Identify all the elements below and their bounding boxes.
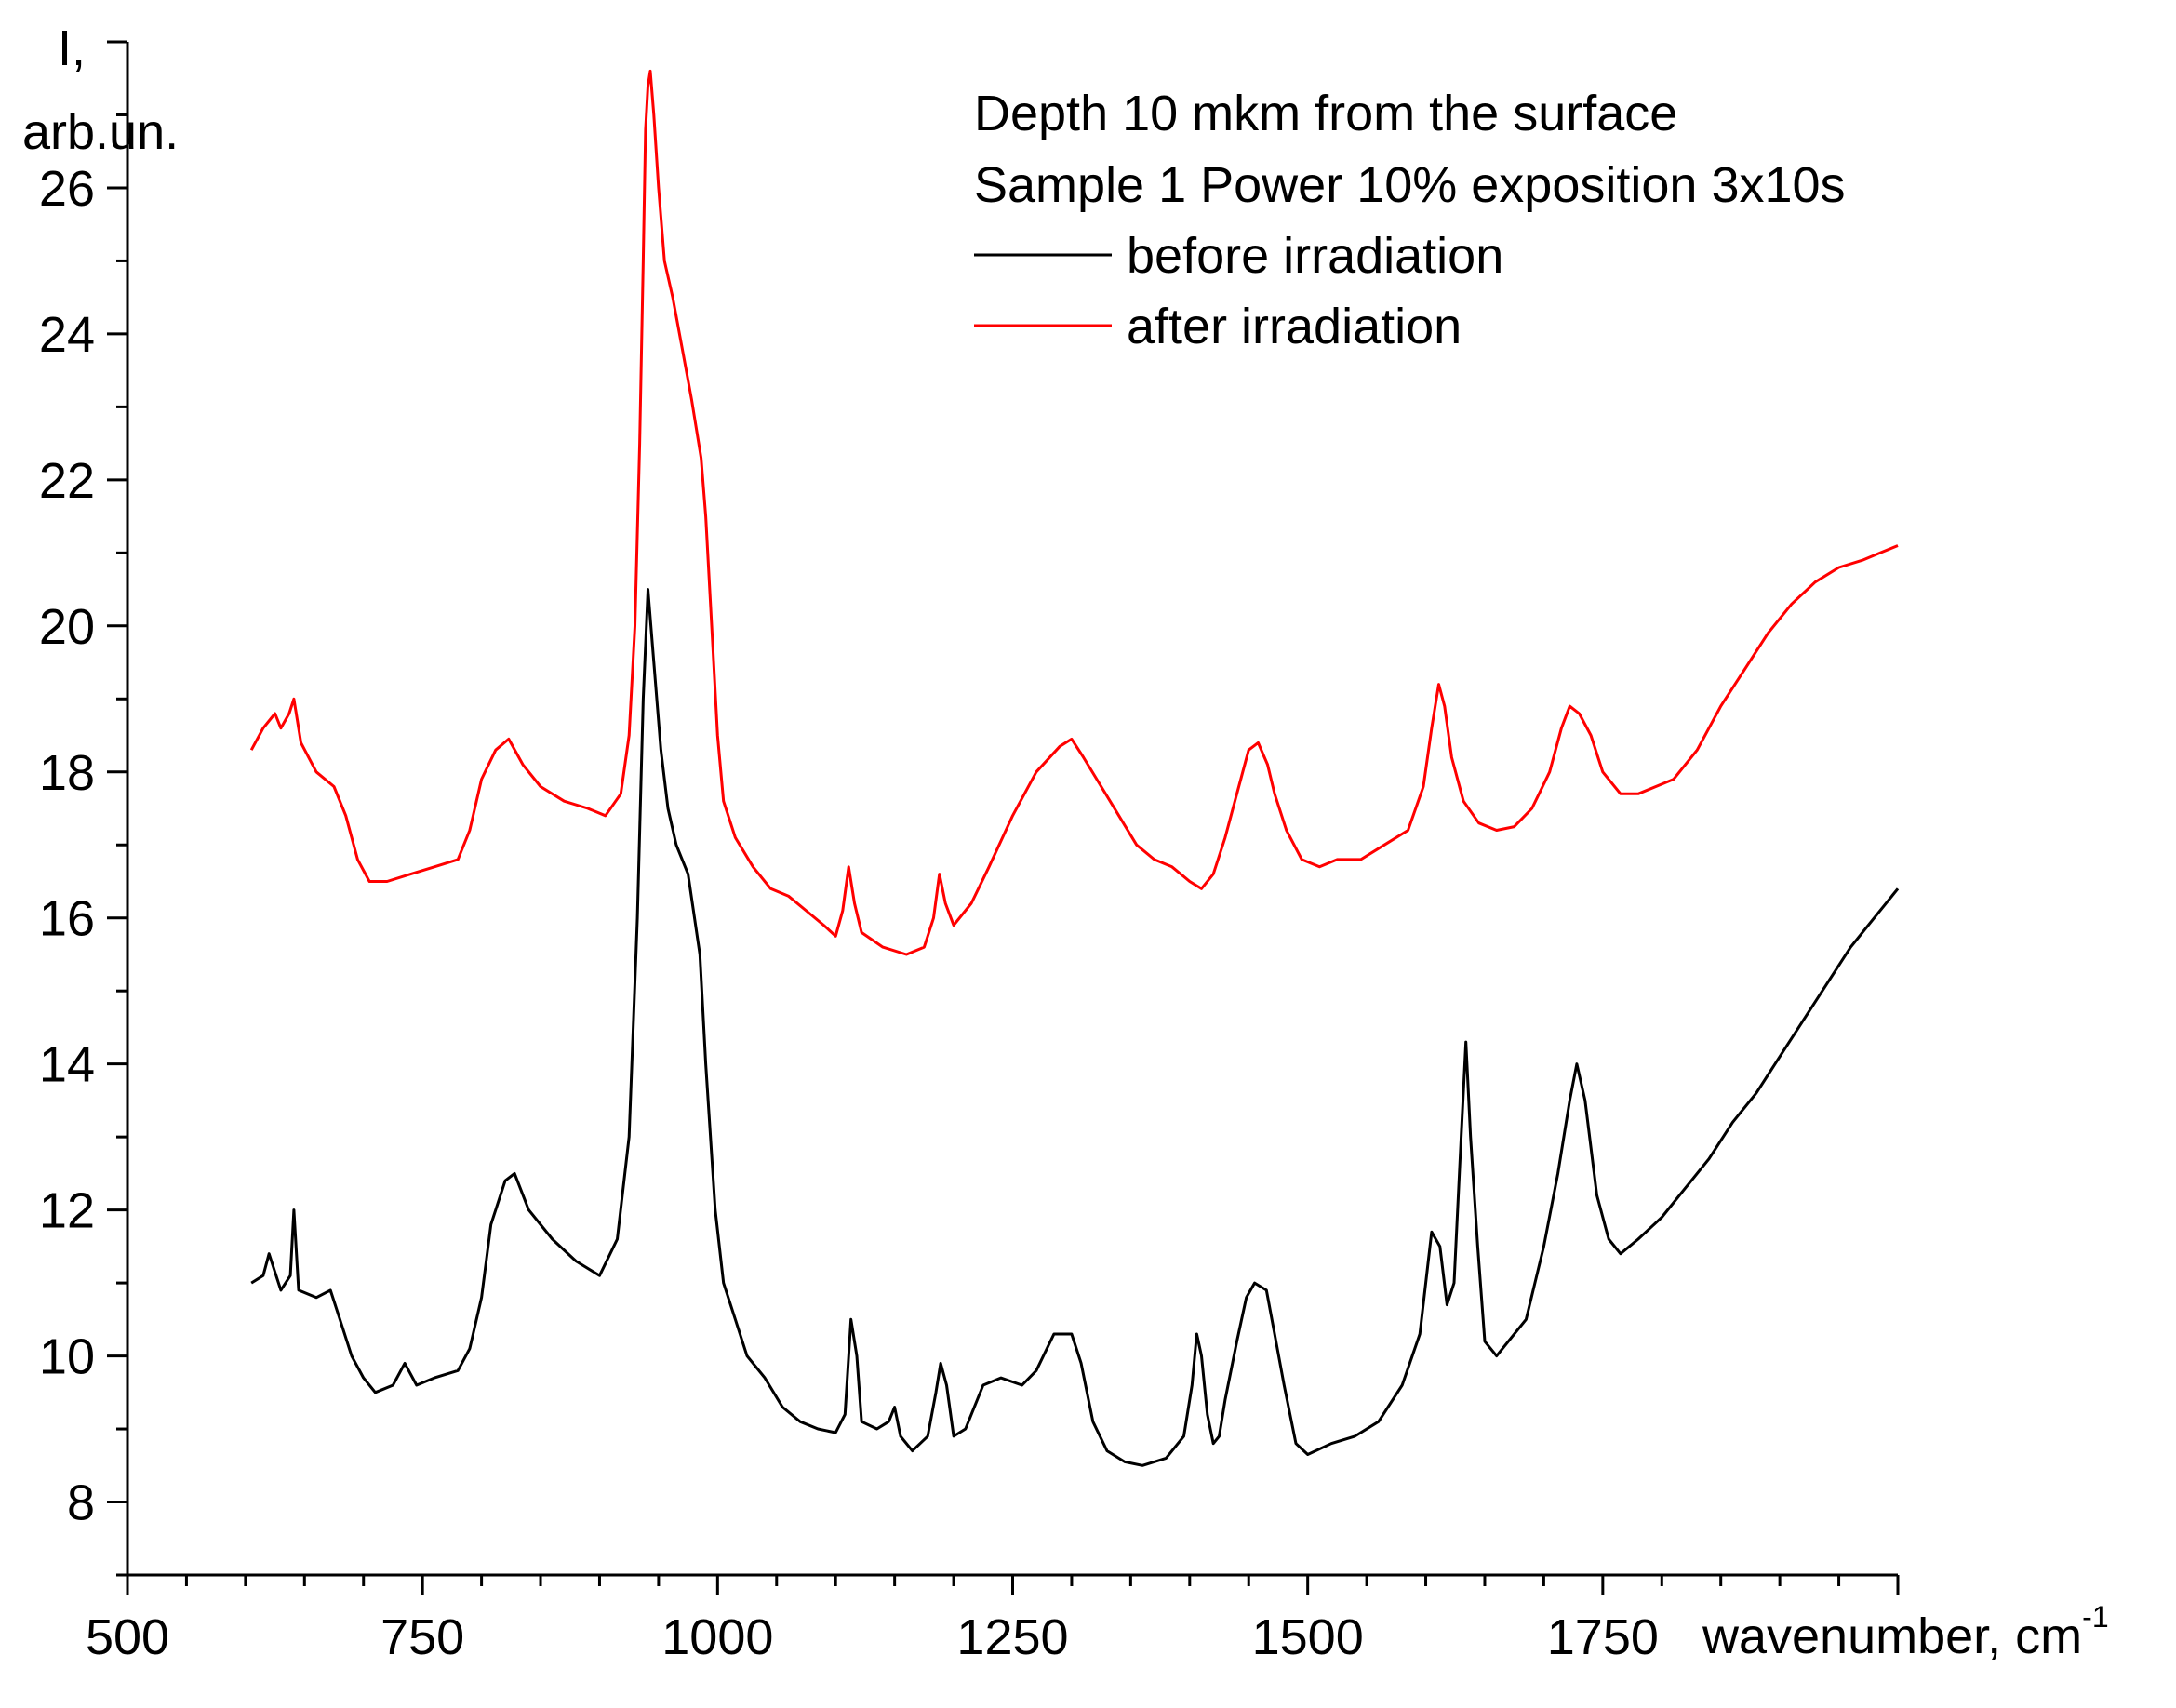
x-tick-label: 1000	[661, 1609, 773, 1665]
legend-title-line-2: Sample 1 Power 10% exposition 3x10s	[974, 157, 1846, 213]
legend-label-after: after irradiation	[1127, 299, 1462, 354]
axis-labels: I, arb.un. wavenumber, cm-1	[22, 20, 2109, 1664]
y-tick-label: 8	[67, 1475, 95, 1531]
legend-label-before: before irradiation	[1127, 228, 1503, 284]
y-axis-label-line-1: I,	[58, 20, 86, 76]
series-line-after-irradiation	[249, 69, 1899, 956]
x-tick-label: 500	[86, 1609, 169, 1665]
y-tick-label: 22	[39, 453, 95, 509]
x-tick-label: 750	[380, 1609, 464, 1665]
y-tick-label: 18	[39, 745, 95, 801]
legend-title-line-1: Depth 10 mkm from the surface	[974, 86, 1677, 141]
y-tick-label: 14	[39, 1037, 95, 1093]
x-axis-label-text: wavenumber, cm	[1702, 1608, 2082, 1664]
y-tick-label: 10	[39, 1329, 95, 1385]
x-axis-ticks: 500 750 1000 1250 1500 1750	[86, 1575, 1900, 1665]
axes: 500 750 1000 1250 1500 1750 8 10 12 14 16 18 20 22 24…	[39, 40, 1900, 1665]
legend: Depth 10 mkm from the surface Sample 1 P…	[974, 86, 1846, 354]
y-axis-label-line-2: arb.un.	[22, 104, 179, 160]
series-line-before-irradiation	[250, 588, 1900, 1467]
y-tick-label: 16	[39, 891, 95, 947]
x-tick-label: 1750	[1547, 1609, 1659, 1665]
y-tick-label: 20	[39, 599, 95, 655]
y-tick-label: 24	[39, 307, 95, 363]
y-tick-label: 26	[39, 161, 95, 217]
y-tick-label: 12	[39, 1183, 95, 1239]
x-tick-label: 1250	[956, 1609, 1068, 1665]
x-tick-label: 1500	[1252, 1609, 1364, 1665]
series-layer	[249, 69, 1900, 1467]
x-axis-label: wavenumber, cm-1	[1702, 1600, 2109, 1664]
x-axis-label-exponent: -1	[2082, 1600, 2108, 1634]
y-axis-ticks: 8 10 12 14 16 18 20 22 24 26	[39, 40, 127, 1577]
